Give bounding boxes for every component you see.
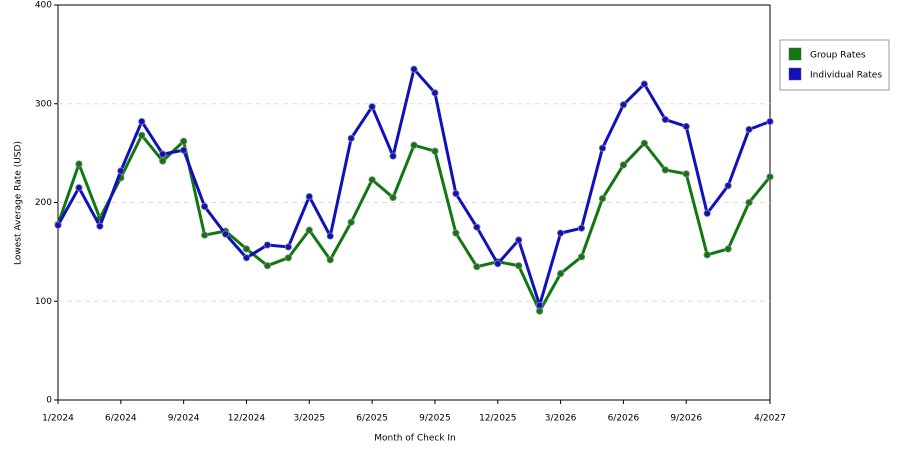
data-point xyxy=(326,232,334,240)
data-point xyxy=(682,122,690,131)
data-point xyxy=(619,101,628,109)
legend-box xyxy=(779,39,890,91)
data-point xyxy=(577,253,586,261)
y-tick-label: 200 xyxy=(35,198,52,208)
data-point xyxy=(180,146,188,154)
x-tick-label: 6/2024 xyxy=(105,414,137,424)
data-point xyxy=(431,89,439,97)
data-point xyxy=(347,218,355,226)
data-point xyxy=(368,176,376,184)
x-tick-label: 3/2026 xyxy=(545,414,577,424)
legend-label: Individual Rates xyxy=(810,71,882,81)
data-point xyxy=(305,192,313,201)
data-point xyxy=(473,263,481,271)
data-point xyxy=(494,260,502,268)
data-point xyxy=(452,190,460,198)
x-axis-label: Month of Check In xyxy=(374,434,456,444)
data-point xyxy=(556,229,565,237)
data-point xyxy=(263,262,272,270)
y-tick-label: 100 xyxy=(35,297,52,307)
x-tick-label: 4/2027 xyxy=(754,414,786,424)
data-point xyxy=(284,243,292,251)
data-point xyxy=(724,182,732,190)
data-point xyxy=(96,222,104,230)
data-point xyxy=(180,137,188,145)
data-point xyxy=(515,262,523,270)
data-point xyxy=(745,198,753,207)
data-point xyxy=(410,65,418,73)
data-point xyxy=(766,117,774,126)
data-point xyxy=(745,125,753,134)
data-point xyxy=(200,202,209,211)
data-point xyxy=(661,166,669,174)
data-point xyxy=(138,117,146,126)
data-point xyxy=(75,184,83,192)
legend-label: Group Rates xyxy=(810,51,866,61)
x-tick-label: 6/2026 xyxy=(608,414,640,424)
data-point xyxy=(221,230,230,238)
x-tick-label: 9/2026 xyxy=(670,414,702,424)
data-point xyxy=(138,131,146,139)
data-point xyxy=(410,141,418,149)
data-point xyxy=(326,256,334,264)
x-tick-label: 3/2025 xyxy=(293,414,325,424)
y-axis-label: Lowest Average Rate (USD) xyxy=(14,141,24,265)
data-point xyxy=(703,251,711,259)
data-point xyxy=(263,241,272,249)
data-point xyxy=(577,224,586,232)
data-point xyxy=(619,161,628,169)
data-point xyxy=(598,144,607,152)
data-point xyxy=(389,152,397,160)
x-tick-label: 6/2025 xyxy=(356,414,388,424)
data-point xyxy=(389,193,397,202)
data-point xyxy=(117,167,125,175)
data-point xyxy=(536,301,544,309)
x-tick-label: 12/2025 xyxy=(479,414,516,424)
data-point xyxy=(431,147,439,155)
x-tick-label: 1/2024 xyxy=(42,414,74,424)
data-point xyxy=(661,115,669,124)
x-tick-label: 9/2025 xyxy=(419,414,451,424)
y-tick-label: 300 xyxy=(35,99,52,109)
y-tick-label: 400 xyxy=(35,1,52,11)
data-point xyxy=(724,245,732,253)
legend-swatch xyxy=(788,67,802,81)
legend-swatch xyxy=(788,47,802,61)
data-point xyxy=(536,307,544,315)
data-point xyxy=(368,103,376,111)
data-point xyxy=(766,173,774,181)
data-point xyxy=(515,236,523,244)
x-tick-label: 9/2024 xyxy=(168,414,200,424)
data-point xyxy=(242,245,251,253)
data-point xyxy=(347,134,355,142)
data-point xyxy=(682,170,690,178)
data-point xyxy=(640,139,648,147)
data-point xyxy=(159,157,167,165)
data-point xyxy=(640,80,648,88)
data-point xyxy=(54,221,62,229)
data-point xyxy=(284,254,292,262)
data-point xyxy=(703,209,711,217)
data-point xyxy=(200,231,209,239)
data-point xyxy=(452,229,460,237)
data-point xyxy=(75,160,83,168)
data-point xyxy=(473,223,481,231)
y-tick-label: 0 xyxy=(46,396,52,406)
data-point xyxy=(598,194,607,203)
data-point xyxy=(556,269,565,278)
data-point xyxy=(159,150,167,158)
data-point xyxy=(242,254,251,262)
data-point xyxy=(305,226,313,234)
x-tick-label: 12/2024 xyxy=(228,414,266,424)
